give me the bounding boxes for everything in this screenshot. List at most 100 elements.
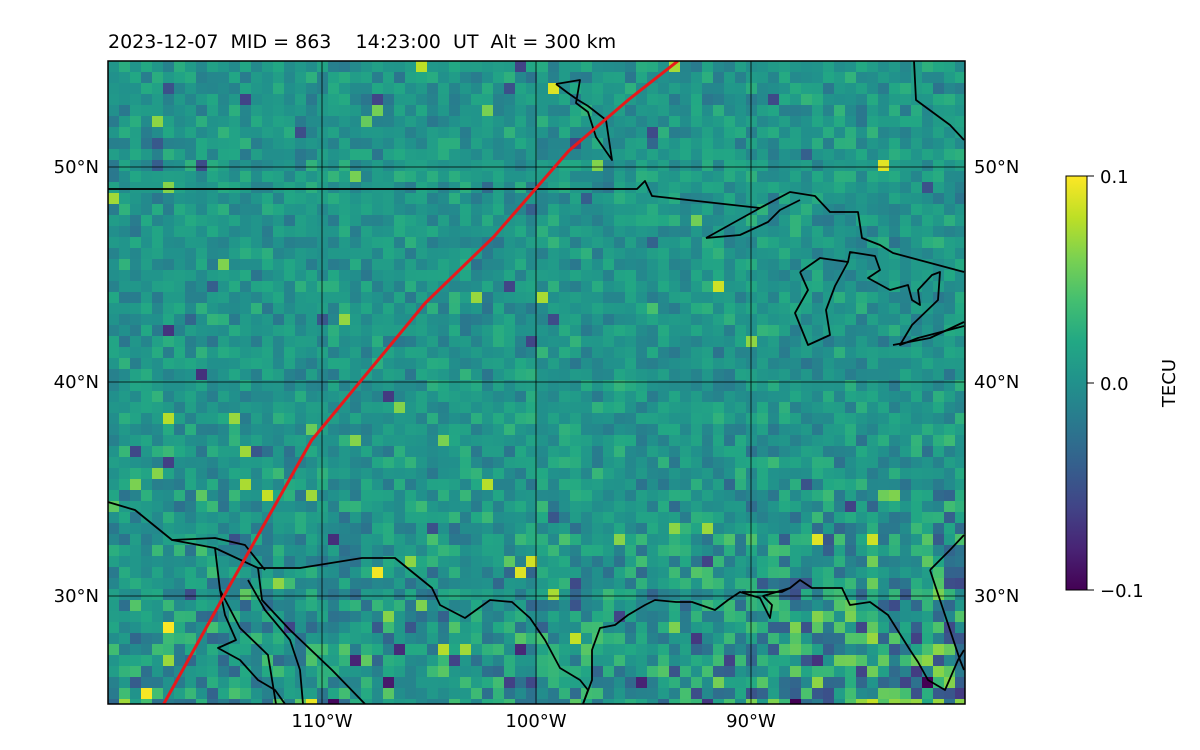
tec-cell <box>218 160 230 172</box>
tec-cell <box>251 281 263 293</box>
tec-cell <box>669 424 681 436</box>
tec-cell <box>328 688 340 700</box>
tec-cell <box>559 699 571 704</box>
tec-cell <box>383 490 395 502</box>
tec-cell <box>669 248 681 260</box>
tec-cell <box>636 446 648 458</box>
tec-cell <box>845 127 857 139</box>
tec-cell <box>834 688 846 700</box>
tec-cell <box>317 699 329 704</box>
tec-cell <box>361 523 373 535</box>
tec-cell <box>460 171 472 183</box>
tec-cell <box>691 138 703 150</box>
tec-cell <box>735 171 747 183</box>
tec-cell <box>658 677 670 689</box>
tec-cell <box>603 160 615 172</box>
tec-cell <box>284 116 296 128</box>
tec-cell <box>537 589 549 601</box>
tec-cell <box>570 270 582 282</box>
tec-cell <box>218 336 230 348</box>
tec-cell <box>372 61 384 73</box>
tec-cell <box>416 116 428 128</box>
tec-cell <box>900 116 912 128</box>
tec-cell <box>174 457 186 469</box>
tec-cell <box>339 446 351 458</box>
tec-cell <box>339 248 351 260</box>
tec-cell <box>141 314 153 326</box>
tec-cell <box>240 259 252 271</box>
tec-cell <box>735 512 747 524</box>
tec-cell <box>702 435 714 447</box>
tec-cell <box>680 446 692 458</box>
tec-cell <box>955 589 965 601</box>
tec-cell <box>207 160 219 172</box>
tec-cell <box>251 270 263 282</box>
tec-cell <box>856 611 868 623</box>
tec-cell <box>944 369 956 381</box>
tec-cell <box>922 699 934 704</box>
tec-cell <box>570 83 582 95</box>
tec-cell <box>647 677 659 689</box>
tec-cell <box>394 160 406 172</box>
tec-cell <box>130 347 142 359</box>
tec-cell <box>361 501 373 513</box>
tec-cell <box>185 314 197 326</box>
tec-cell <box>801 479 813 491</box>
tec-cell <box>779 644 791 656</box>
tec-cell <box>471 160 483 172</box>
tec-cell <box>229 127 241 139</box>
tec-cell <box>449 468 461 480</box>
tec-cell <box>801 424 813 436</box>
tec-cell <box>471 622 483 634</box>
tec-cell <box>548 204 560 216</box>
tec-cell <box>779 94 791 106</box>
tec-cell <box>625 699 637 704</box>
tec-cell <box>504 468 516 480</box>
tec-cell <box>713 138 725 150</box>
tec-cell <box>669 281 681 293</box>
tec-cell <box>383 699 395 704</box>
tec-cell <box>856 83 868 95</box>
tec-cell <box>108 468 120 480</box>
tec-cell <box>746 83 758 95</box>
tec-cell <box>823 534 835 546</box>
tec-cell <box>295 545 307 557</box>
tec-cell <box>867 545 879 557</box>
tec-cell <box>823 545 835 557</box>
tec-cell <box>537 501 549 513</box>
tec-cell <box>845 325 857 337</box>
tec-cell <box>163 72 175 84</box>
tec-cell <box>196 105 208 117</box>
tec-cell <box>592 501 604 513</box>
tec-cell <box>405 160 417 172</box>
tec-cell <box>614 281 626 293</box>
tec-cell <box>306 600 318 612</box>
tec-cell <box>229 534 241 546</box>
tec-cell <box>669 358 681 370</box>
tec-cell <box>504 523 516 535</box>
tec-cell <box>636 127 648 139</box>
tec-cell <box>449 633 461 645</box>
tec-cell <box>284 105 296 117</box>
tec-cell <box>251 600 263 612</box>
tec-cell <box>647 369 659 381</box>
tec-cell <box>779 292 791 304</box>
tec-cell <box>614 325 626 337</box>
tec-cell <box>460 479 472 491</box>
tec-cell <box>504 424 516 436</box>
tec-cell <box>383 83 395 95</box>
tec-cell <box>691 600 703 612</box>
tec-cell <box>361 270 373 282</box>
tec-cell <box>548 611 560 623</box>
tec-cell <box>614 424 626 436</box>
tec-cell <box>339 655 351 667</box>
tec-cell <box>669 567 681 579</box>
tec-cell <box>801 611 813 623</box>
tec-cell <box>273 292 285 304</box>
tec-cell <box>548 138 560 150</box>
tec-cell <box>570 479 582 491</box>
tec-cell <box>548 83 560 95</box>
tec-cell <box>460 391 472 403</box>
tec-cell <box>350 204 362 216</box>
tec-cell <box>757 149 769 161</box>
